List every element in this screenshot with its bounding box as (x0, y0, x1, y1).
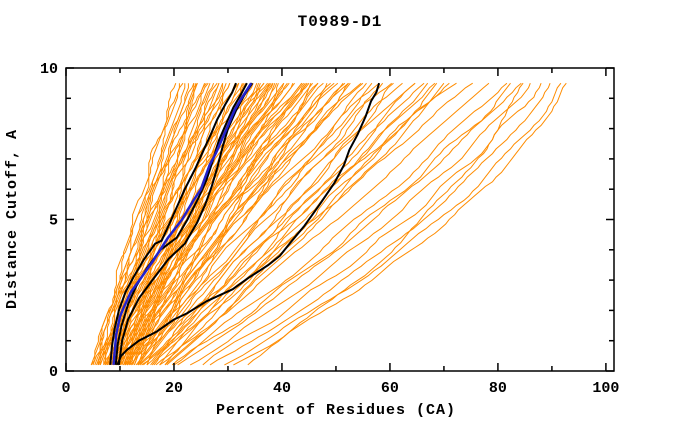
ensemble-model-curve (247, 82, 524, 366)
x-tick-label: 100 (592, 380, 619, 397)
x-tick-label: 40 (273, 380, 291, 397)
ensemble-model-curve (117, 82, 304, 366)
ensemble-model-curve (155, 82, 490, 366)
ensemble-model-curve (153, 82, 367, 366)
ensemble-model-curve (124, 82, 303, 365)
ensemble-model-curve (90, 83, 186, 366)
ensemble-model-curve (119, 82, 308, 365)
ensemble-model-curve (137, 82, 393, 366)
x-tick-label: 0 (61, 380, 70, 397)
ensemble-model-curve (171, 82, 511, 366)
ensemble-model-curve (112, 82, 268, 366)
model-black-right (116, 82, 381, 366)
ensemble-model-curve (152, 82, 425, 366)
ensemble-model-curve (143, 82, 416, 366)
ensemble-model-curve (128, 82, 324, 366)
model-black-1 (109, 82, 238, 365)
y-tick-label: 10 (40, 61, 58, 78)
ensemble-model-curve (189, 83, 531, 366)
ensemble-model-curve (126, 83, 278, 366)
x-tick-label: 60 (381, 380, 399, 397)
model-blue (112, 82, 253, 366)
y-tick-label: 5 (49, 213, 58, 230)
ensemble-model-curve (108, 82, 308, 366)
ensemble-model-curve (152, 82, 436, 366)
ensemble-model-curve (123, 82, 252, 366)
ensemble-model-curve (164, 82, 429, 366)
x-tick-label: 80 (489, 380, 507, 397)
model-black-3 (117, 82, 254, 366)
model-black-2 (114, 82, 248, 365)
ensemble-model-curve (224, 82, 562, 366)
ensemble-model-curve (133, 83, 328, 366)
ensemble-model-curve (177, 82, 522, 366)
ensemble-model-curve (150, 82, 384, 366)
ensemble-model-curve (112, 83, 270, 366)
ensemble-model-curve (97, 83, 197, 366)
ensemble-model-curve (110, 83, 240, 366)
plot-title: T0989-D1 (298, 13, 383, 31)
ensemble-model-curve (124, 82, 319, 366)
ensemble-model-curve (139, 82, 351, 366)
ensemble-model-curve (173, 82, 508, 366)
axes-group: 0 20 40 60 80 100 0 5 10 (40, 61, 619, 397)
ensemble-model-curve (116, 82, 346, 366)
ensemble-model-curve (209, 83, 551, 366)
x-tick-label: 20 (165, 380, 183, 397)
ensemble-model-curve (121, 83, 261, 366)
ensemble-model-curve (112, 82, 288, 366)
ensemble-model-curve (146, 82, 473, 366)
ensemble-model-curve (96, 83, 177, 366)
ensemble-curves-group (90, 82, 567, 366)
ensemble-model-curve (96, 83, 189, 366)
ensemble-model-curve (126, 82, 306, 366)
ensemble-model-curve (114, 82, 207, 365)
ensemble-model-curve (233, 82, 567, 366)
highlight-curves-group (109, 82, 381, 366)
ensemble-model-curve (159, 82, 416, 366)
x-axis-label: Percent of Residues (CA) (216, 402, 456, 419)
y-tick-label: 0 (49, 364, 58, 381)
y-axis-label: Distance Cutoff, A (4, 129, 21, 309)
